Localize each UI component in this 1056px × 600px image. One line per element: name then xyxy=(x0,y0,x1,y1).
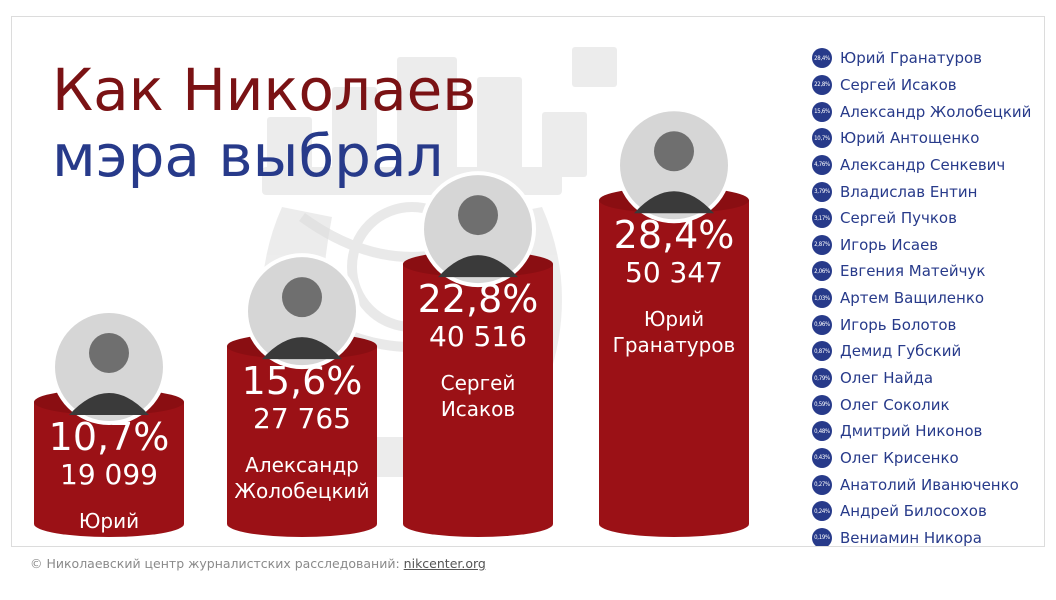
legend-candidate-name: Юрий Антощенко xyxy=(840,129,980,148)
bar-body xyxy=(599,200,749,538)
legend-percent-badge: 28,4% xyxy=(812,48,832,69)
legend-percent-badge: 0,59% xyxy=(812,394,832,415)
legend-candidate-name: Сергей Исаков xyxy=(840,75,957,94)
legend-item: 2,87% Игорь Исаев xyxy=(812,231,1044,258)
bar-votes-label: 50 347 xyxy=(625,256,723,289)
bar-candidate-name: Жолобецкий xyxy=(234,479,369,503)
legend-percent-badge: 0,43% xyxy=(812,447,832,468)
bar-group: 10,7%19 099 Юрий Антощенко xyxy=(34,309,184,546)
legend-candidate-name: Александр Сенкевич xyxy=(840,155,1006,174)
legend-candidate-name: Евгения Матейчук xyxy=(840,262,986,281)
legend-item: 1,03% Артем Ващиленко xyxy=(812,285,1044,312)
legend-candidate-name: Сергей Пучков xyxy=(840,209,957,228)
legend-percent-badge: 0,48% xyxy=(812,421,832,442)
bar-candidate-name: Юрий xyxy=(644,307,704,331)
bar-percent-label: 15,6% xyxy=(242,359,363,403)
footer-link[interactable]: nikcenter.org xyxy=(403,556,486,571)
legend-percent-badge: 0,79% xyxy=(812,368,832,388)
footer-text: © Николаевский центр журналистских рассл… xyxy=(30,556,404,571)
legend-item: 3,17% Сергей Пучков xyxy=(812,205,1044,232)
bar-candidate-name: Сергей xyxy=(441,371,516,395)
legend-candidate-name: Владислав Ентин xyxy=(840,182,978,201)
bar-votes-label: 27 765 xyxy=(253,402,351,435)
legend-percent-badge: 0,87% xyxy=(812,341,832,362)
legend-candidate-name: Игорь Болотов xyxy=(840,315,957,334)
legend-candidate-name: Игорь Исаев xyxy=(840,235,939,254)
legend-candidate-name: Юрий Гранатуров xyxy=(840,49,982,68)
legend-item: 0,96% Игорь Болотов xyxy=(812,311,1044,338)
legend-item: 0,24% Андрей Билосохов xyxy=(812,498,1044,525)
legend-percent-badge: 0,96% xyxy=(812,314,832,335)
legend-item: 0,48% Дмитрий Никонов xyxy=(812,418,1044,445)
bar-candidate-name: Исаков xyxy=(441,397,515,421)
candidate-photo-icon xyxy=(244,253,360,370)
bar-candidate-name: Антощенко xyxy=(49,535,168,546)
bar-percent-label: 28,4% xyxy=(614,213,735,257)
legend-item: 0,27% Анатолий Иванюченко xyxy=(812,471,1044,498)
bar-body xyxy=(227,346,377,537)
legend-candidate-name: Дмитрий Никонов xyxy=(840,422,983,441)
legend-candidate-name: Олег Соколик xyxy=(840,395,950,414)
bar-body xyxy=(403,264,553,537)
legend-candidate-name: Андрей Билосохов xyxy=(840,502,987,521)
legend-candidate-name: Демид Губский xyxy=(840,342,962,361)
legend-item: 22,8% Сергей Исаков xyxy=(812,72,1044,99)
legend-item: 2,06% Евгения Матейчук xyxy=(812,258,1044,285)
legend-candidate-name: Артем Ващиленко xyxy=(840,289,985,308)
candidate-photo-icon xyxy=(51,309,167,426)
bar-votes-label: 40 516 xyxy=(429,320,527,353)
chart-title-line-2: мэра выбрал xyxy=(52,122,444,190)
bar-candidate-name: Александр xyxy=(245,453,359,477)
legend-percent-badge: 2,06% xyxy=(812,261,832,282)
legend-item: 0,43% Олег Крисенко xyxy=(812,445,1044,472)
legend-item: 0,59% Олег Соколик xyxy=(812,391,1044,418)
bar-body xyxy=(34,402,184,537)
legend-candidate-name: Анатолий Иванюченко xyxy=(840,475,1019,494)
legend-percent-badge: 0,19% xyxy=(812,527,832,546)
legend-percent-badge: 0,27% xyxy=(812,474,832,495)
legend-percent-badge: 4,76% xyxy=(812,154,832,175)
legend-item: 3,79% Владислав Ентин xyxy=(812,178,1044,205)
legend-percent-badge: 0,24% xyxy=(812,501,832,522)
legend-item: 10,7% Юрий Антощенко xyxy=(812,125,1044,152)
legend-percent-badge: 3,79% xyxy=(812,181,832,202)
candidate-photo-icon xyxy=(616,107,732,224)
legend-candidate-name: Александр Жолобецкий xyxy=(840,102,1032,121)
legend-item: 0,87% Демид Губский xyxy=(812,338,1044,365)
bar-chart: 10,7%19 099 Юрий Антощенко 15,6%27 765 Алекс… xyxy=(34,107,749,546)
candidate-photo-icon xyxy=(420,171,536,288)
bar-candidate-name: Гранатуров xyxy=(613,333,736,357)
legend-percent-badge: 3,17% xyxy=(812,208,832,229)
legend-item: 28,4% Юрий Гранатуров xyxy=(812,45,1044,72)
bar-percent-label: 22,8% xyxy=(418,277,539,321)
legend-percent-badge: 10,7% xyxy=(812,128,832,149)
legend-item: 0,79% Олег Найда xyxy=(812,365,1044,392)
infographic-frame: Как Николаев мэра выбрал 10,7% 19 099 Юрий… xyxy=(11,16,1045,547)
legend-candidate-name: Вениамин Никора xyxy=(840,528,982,547)
bar-votes-label: 19 099 xyxy=(60,458,158,491)
legend-percent-badge: 1,03% xyxy=(812,288,832,309)
legend-item: 4,76% Александр Сенкевич xyxy=(812,152,1044,179)
legend-candidate-name: Олег Крисенко xyxy=(840,448,959,467)
bar-percent-label: 10,7% xyxy=(49,415,170,459)
candidate-legend: 28,4% Юрий Гранатуров 22,8% Сергей Исаков 15… xyxy=(812,45,1044,547)
legend-item: 0,19% Вениамин Никора xyxy=(812,525,1044,547)
legend-percent-badge: 15,6% xyxy=(812,101,832,122)
legend-percent-badge: 22,8% xyxy=(812,74,832,95)
bar-candidate-name: Юрий xyxy=(79,509,139,533)
legend-item: 15,6% Александр Жолобецкий xyxy=(812,98,1044,125)
legend-candidate-name: Олег Найда xyxy=(840,369,934,387)
legend-percent-badge: 2,87% xyxy=(812,234,832,255)
footer-credit: © Николаевский центр журналистских рассл… xyxy=(30,556,486,571)
chart-title-line-1: Как Николаев xyxy=(52,56,477,124)
